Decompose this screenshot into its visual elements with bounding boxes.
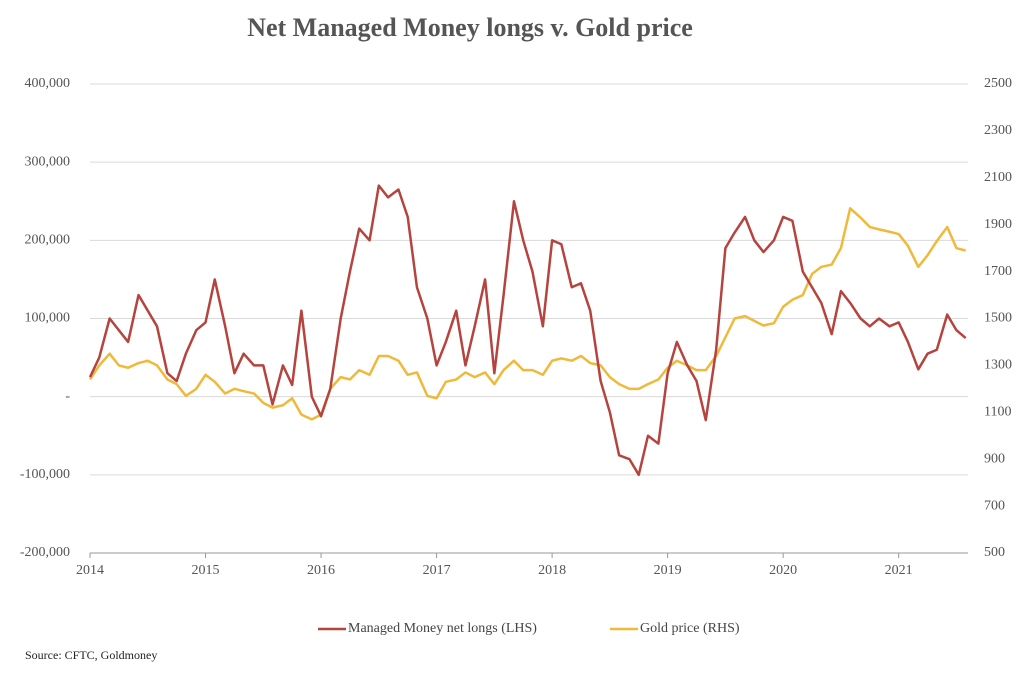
- legend-label: Gold price (RHS): [640, 621, 740, 636]
- x-tick-label: 2014: [76, 563, 104, 578]
- chart-title: Net Managed Money longs v. Gold price: [247, 13, 693, 42]
- data-line: [88, 207, 966, 421]
- y2-tick-label: 2100: [984, 170, 1012, 185]
- y2-tick-label: 700: [984, 498, 1005, 513]
- x-tick-label: 2021: [885, 563, 913, 578]
- y2-tick-label: 1900: [984, 217, 1012, 232]
- x-tick-label: 2015: [192, 563, 220, 578]
- y2-tick-label: 2300: [984, 123, 1012, 138]
- x-tick-label: 2016: [307, 563, 335, 578]
- y2-tick-label: 500: [984, 545, 1005, 560]
- y-tick-label: 200,000: [25, 233, 71, 248]
- x-tick-label: 2020: [769, 563, 797, 578]
- legend-label: Managed Money net longs (LHS): [348, 621, 537, 636]
- y2-tick-label: 1300: [984, 358, 1012, 373]
- y2-tick-label: 2500: [984, 76, 1012, 91]
- source-note: Source: CFTC, Goldmoney: [25, 648, 157, 662]
- y-tick-label: 400,000: [25, 76, 71, 91]
- y2-tick-label: 900: [984, 451, 1005, 466]
- y2-tick-label: 1700: [984, 264, 1012, 279]
- y2-tick-label: 1500: [984, 311, 1012, 326]
- y2-tick-label: 1100: [984, 405, 1011, 420]
- y-tick-label: 300,000: [25, 154, 71, 169]
- y-tick-label: 100,000: [25, 311, 71, 326]
- x-tick-label: 2018: [538, 563, 566, 578]
- y-tick-label: -: [65, 389, 70, 404]
- data-line: [88, 184, 967, 477]
- y-tick-label: -100,000: [20, 467, 70, 482]
- y-tick-label: -200,000: [20, 545, 70, 560]
- x-tick-label: 2019: [654, 563, 682, 578]
- x-tick-label: 2017: [423, 563, 451, 578]
